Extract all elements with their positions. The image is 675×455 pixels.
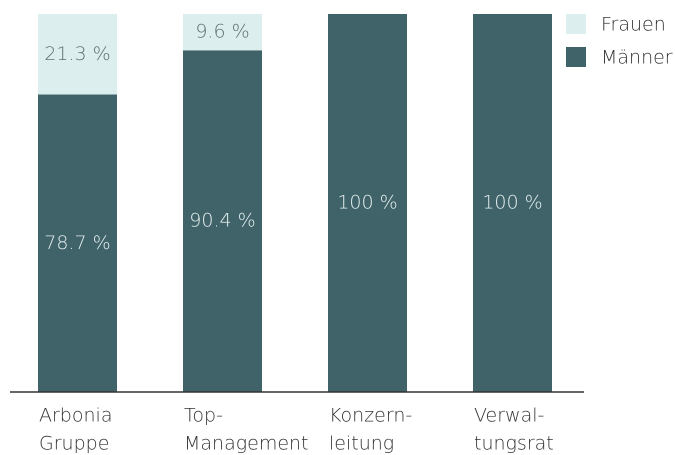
x-tick-label: Management: [184, 433, 309, 455]
x-tick-label: Top-: [184, 405, 223, 427]
legend-label: Männer: [601, 47, 673, 69]
x-tick-label: tungsrat: [474, 433, 554, 455]
bar-segment: [328, 14, 407, 392]
legend-swatch: [566, 47, 586, 67]
bar-segment: [473, 14, 552, 392]
bar-segment: [183, 14, 262, 51]
bar-segment: [183, 50, 262, 393]
legend-label: Frauen: [601, 14, 666, 36]
value-label: 21.3 %: [44, 43, 110, 65]
x-tick-label: Verwal-: [474, 405, 544, 427]
bar-segment: [38, 94, 117, 392]
bar-segment: [38, 14, 117, 95]
value-label: 9.6 %: [195, 21, 249, 43]
x-tick-label: Arbonia: [39, 405, 112, 427]
x-tick-label: Konzern-: [329, 405, 412, 427]
value-label: 90.4 %: [189, 210, 255, 232]
x-tick-label: leitung: [329, 433, 394, 455]
value-label: 100 %: [337, 192, 397, 214]
value-label: 78.7 %: [44, 232, 110, 254]
x-tick-label: Gruppe: [39, 433, 109, 455]
legend-swatch: [566, 14, 586, 34]
value-label: 100 %: [482, 192, 542, 214]
